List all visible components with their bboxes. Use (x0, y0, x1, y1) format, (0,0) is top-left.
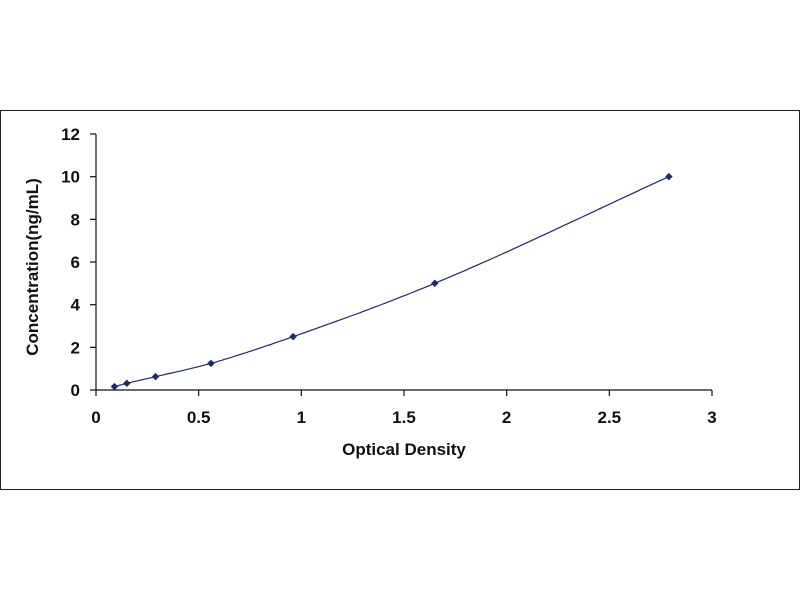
data-point (122, 379, 131, 388)
y-tick-label: 2 (71, 338, 80, 357)
data-point (430, 279, 439, 288)
y-axis-title: Concentration(ng/mL) (23, 178, 42, 356)
axes (95, 134, 712, 391)
x-axis-title: Optical Density (342, 440, 466, 459)
x-tick-label: 3 (707, 408, 716, 427)
y-tick-label: 10 (61, 168, 80, 187)
chart-frame: 0 0.5 1 1.5 2 2.5 3 0 2 4 6 8 10 12 Optical Density … (0, 110, 800, 490)
y-tick-label: 12 (61, 125, 80, 144)
x-tick-label: 2 (502, 408, 511, 427)
data-point (110, 382, 119, 391)
x-tick-label: 0.5 (187, 408, 211, 427)
data-points (110, 172, 673, 391)
data-point (151, 372, 160, 381)
x-tick-label: 2.5 (598, 408, 622, 427)
x-tick-label: 0 (91, 408, 100, 427)
data-point (289, 332, 297, 341)
y-tick-label: 8 (71, 210, 80, 229)
x-tick-label: 1.5 (392, 408, 416, 427)
y-tick-label: 4 (71, 296, 81, 315)
data-point (207, 359, 215, 368)
x-axis-ticks: 0 0.5 1 1.5 2 2.5 3 (91, 390, 717, 427)
y-tick-label: 6 (71, 253, 80, 272)
y-axis-ticks: 0 2 4 6 8 10 12 (61, 125, 96, 400)
fit-curve (114, 176, 670, 388)
data-point (665, 172, 673, 181)
y-tick-label: 0 (71, 381, 80, 400)
x-tick-label: 1 (297, 408, 306, 427)
